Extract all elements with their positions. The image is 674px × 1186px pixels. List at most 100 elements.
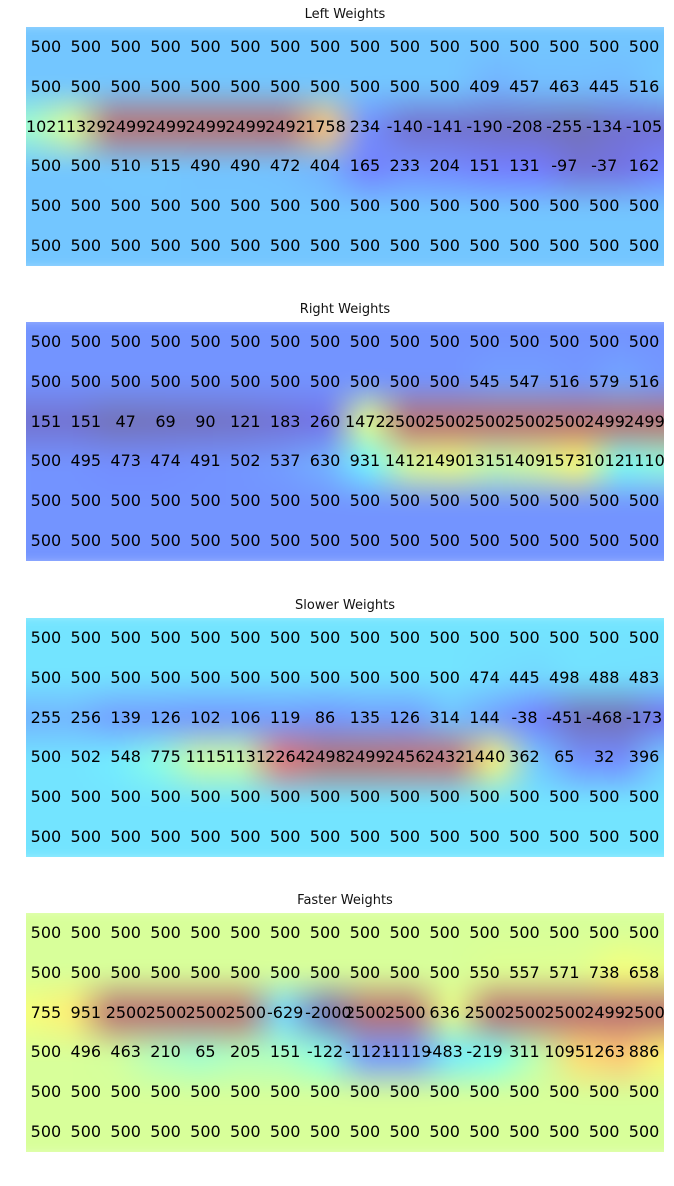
cell-value-label: 500 bbox=[309, 36, 341, 56]
cell-value-label: 500 bbox=[628, 491, 660, 511]
cell-value-label: 2499 bbox=[145, 116, 187, 136]
cell-value-label: 500 bbox=[549, 331, 580, 351]
cell-value-label: 500 bbox=[30, 1122, 62, 1142]
cell-value-label: 2500 bbox=[225, 1002, 267, 1022]
cell-value-label: 500 bbox=[230, 787, 261, 807]
cell-value-label: 500 bbox=[349, 787, 381, 807]
cell-value-label: 139 bbox=[110, 707, 141, 727]
cell-value-label: 500 bbox=[349, 371, 381, 391]
cell-value-label: 500 bbox=[309, 627, 341, 647]
cell-value-label: 500 bbox=[230, 491, 261, 511]
cell-value-label: 500 bbox=[628, 922, 660, 942]
cell-value-label: 500 bbox=[30, 196, 62, 216]
cell-value-label: 500 bbox=[549, 922, 580, 942]
cell-value-label: 500 bbox=[150, 491, 181, 511]
cell-value-label: 500 bbox=[30, 922, 62, 942]
cell-value-label: 1115 bbox=[185, 747, 227, 767]
cell-value-label: 500 bbox=[269, 627, 301, 647]
cell-value-label: 500 bbox=[389, 371, 421, 391]
cell-value-label: -1119 bbox=[384, 1042, 432, 1062]
cell-value-label: 500 bbox=[150, 371, 181, 391]
cell-value-label: 151 bbox=[30, 411, 62, 431]
cell-value-label: 500 bbox=[469, 627, 500, 647]
cell-value-label: 500 bbox=[230, 531, 261, 551]
cell-value-label: 500 bbox=[110, 76, 141, 96]
cell-value-label: -2000 bbox=[305, 1002, 352, 1022]
cell-value-label: 500 bbox=[30, 236, 62, 256]
cell-value-label: 2500 bbox=[384, 411, 426, 431]
cell-value-label: 1263 bbox=[584, 1042, 625, 1062]
cell-value-label: 2500 bbox=[344, 1002, 386, 1022]
cell-value-label: 500 bbox=[150, 922, 181, 942]
cell-value-label: 500 bbox=[389, 36, 421, 56]
cell-value-label: 500 bbox=[429, 827, 460, 847]
cell-value-label: 500 bbox=[30, 156, 62, 176]
cell-value-label: 500 bbox=[588, 827, 620, 847]
cell-value-label: 500 bbox=[230, 1122, 261, 1142]
cell-value-label: 2456 bbox=[384, 747, 426, 767]
cell-value-label: 500 bbox=[190, 962, 221, 982]
cell-value-label: 500 bbox=[230, 1082, 261, 1102]
cell-value-label: 500 bbox=[549, 1122, 580, 1142]
cell-value-label: 500 bbox=[30, 371, 62, 391]
heatmap-grid: 500 500 500 500 500 500 500 500 500 500 500 500 500 5… bbox=[26, 27, 664, 266]
cell-value-label: 131 bbox=[509, 156, 540, 176]
cell-value-label: 2500 bbox=[464, 1002, 506, 1022]
cell-value-label: 548 bbox=[110, 747, 141, 767]
cell-value-label: 233 bbox=[389, 156, 421, 176]
chart-title: Left Weights bbox=[304, 7, 386, 22]
cell-value-label: 500 bbox=[588, 1082, 620, 1102]
cell-value-label: -38 bbox=[511, 707, 538, 727]
cell-value-label: 500 bbox=[30, 531, 62, 551]
cell-value-label: 2500 bbox=[624, 1002, 664, 1022]
cell-value-label: 500 bbox=[70, 1122, 102, 1142]
cell-value-label: 151 bbox=[269, 1042, 301, 1062]
cell-value-label: 500 bbox=[150, 827, 181, 847]
cell-value-label: 500 bbox=[309, 922, 341, 942]
cell-value-label: 500 bbox=[389, 1082, 421, 1102]
cell-value-label: 2500 bbox=[504, 1002, 546, 1022]
cell-value-label: 500 bbox=[588, 787, 620, 807]
cell-value-label: 2498 bbox=[305, 747, 346, 767]
heatmap-color-field bbox=[26, 618, 664, 857]
cell-value-label: 1472 bbox=[344, 411, 386, 431]
cell-value-label: -134 bbox=[586, 116, 623, 136]
cell-value-label: 500 bbox=[628, 531, 660, 551]
cell-value-label: 500 bbox=[70, 371, 102, 391]
cell-value-label: -97 bbox=[551, 156, 578, 176]
cell-value-label: 491 bbox=[190, 451, 221, 471]
cell-value-label: 500 bbox=[70, 827, 102, 847]
cell-value-label: 500 bbox=[509, 922, 540, 942]
cell-value-label: 500 bbox=[349, 491, 381, 511]
cell-value-label: 500 bbox=[509, 331, 540, 351]
cell-value-label: 500 bbox=[110, 491, 141, 511]
cell-value-label: -483 bbox=[426, 1042, 463, 1062]
cell-value-label: 500 bbox=[588, 36, 620, 56]
cell-value-label: 500 bbox=[469, 36, 500, 56]
cell-value-label: 90 bbox=[195, 411, 216, 431]
cell-value-label: 500 bbox=[509, 1082, 540, 1102]
cell-value-label: 500 bbox=[469, 491, 500, 511]
cell-value-label: 500 bbox=[628, 36, 660, 56]
cell-value-label: 500 bbox=[30, 747, 62, 767]
cell-value-label: 630 bbox=[309, 451, 341, 471]
cell-value-label: 1315 bbox=[464, 451, 506, 471]
cell-value-label: 516 bbox=[628, 76, 660, 96]
cell-value-label: 500 bbox=[150, 787, 181, 807]
cell-value-label: 500 bbox=[269, 371, 301, 391]
cell-value-label: 2264 bbox=[265, 747, 306, 767]
heatmap-grid: 500 500 500 500 500 500 500 500 500 500 500 500 500 5… bbox=[26, 618, 664, 857]
cell-value-label: 500 bbox=[110, 827, 141, 847]
cell-value-label: 500 bbox=[150, 1082, 181, 1102]
cell-value-label: 1012 bbox=[584, 451, 625, 471]
cell-value-label: 500 bbox=[549, 491, 580, 511]
cell-value-label: 500 bbox=[309, 667, 341, 687]
cell-value-label: 500 bbox=[628, 827, 660, 847]
cell-value-label: 102 bbox=[190, 707, 221, 727]
cell-value-label: 474 bbox=[469, 667, 500, 687]
cell-value-label: 500 bbox=[110, 787, 141, 807]
cell-value-label: 500 bbox=[588, 331, 620, 351]
cell-value-label: 500 bbox=[230, 922, 261, 942]
cell-value-label: 500 bbox=[269, 491, 301, 511]
cell-value-label: 738 bbox=[588, 962, 620, 982]
